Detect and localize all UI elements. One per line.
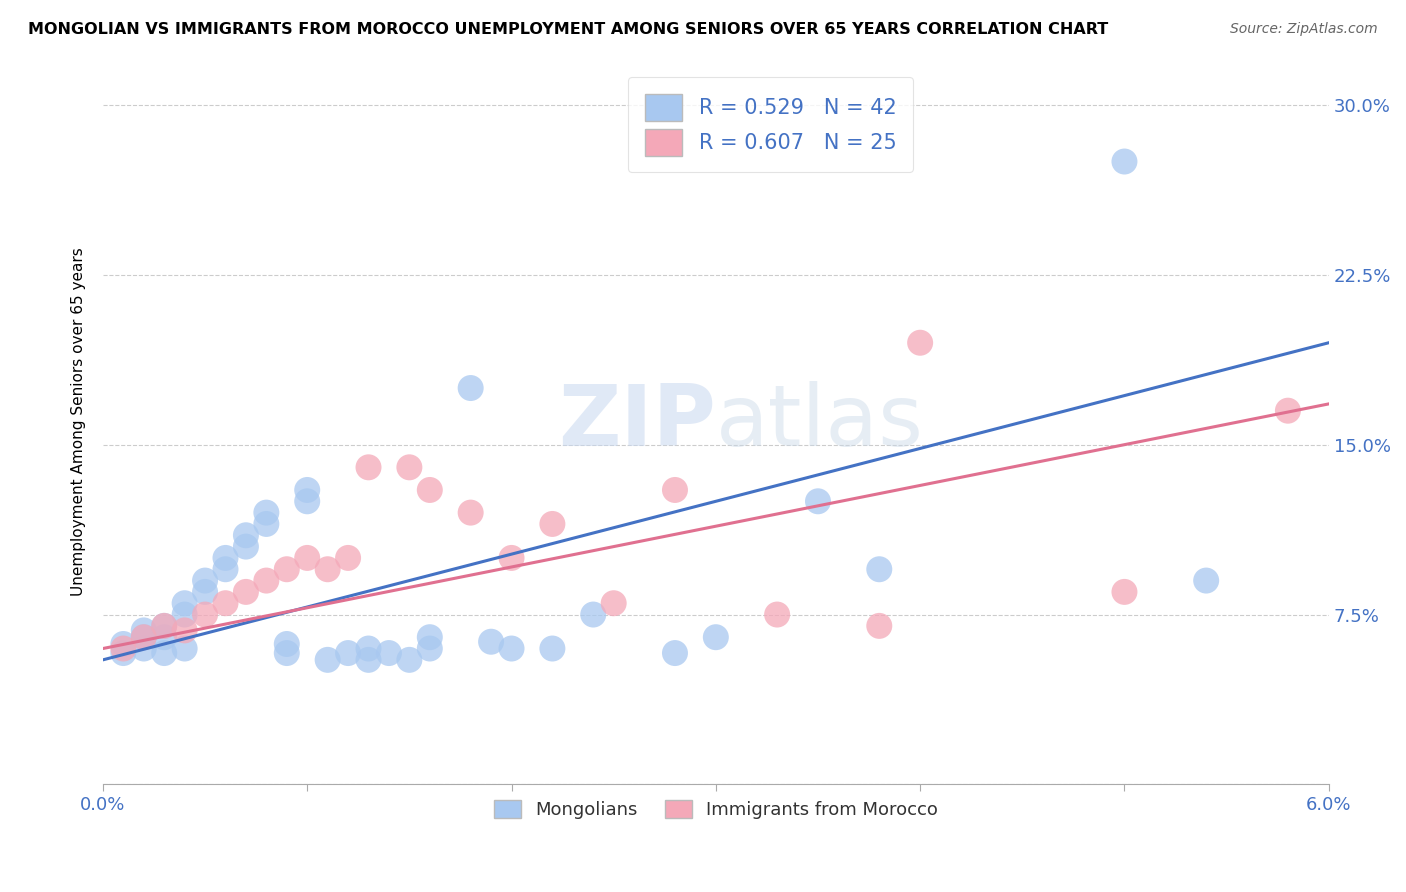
Point <box>173 596 195 610</box>
Point <box>297 550 319 565</box>
Point <box>460 506 482 520</box>
Point <box>479 634 502 648</box>
Point <box>868 619 890 633</box>
Point <box>316 562 339 576</box>
Point <box>357 460 380 475</box>
Point <box>132 630 155 644</box>
Text: ZIP: ZIP <box>558 381 716 464</box>
Point <box>194 607 217 622</box>
Point <box>297 494 319 508</box>
Point <box>908 335 931 350</box>
Point <box>766 607 789 622</box>
Point <box>501 641 523 656</box>
Point <box>398 653 420 667</box>
Point <box>173 641 195 656</box>
Point <box>501 550 523 565</box>
Point <box>297 483 319 497</box>
Point <box>214 562 236 576</box>
Point <box>153 630 176 644</box>
Point <box>664 483 686 497</box>
Point <box>602 596 624 610</box>
Point <box>112 637 135 651</box>
Point <box>276 562 298 576</box>
Point <box>460 381 482 395</box>
Point <box>1195 574 1218 588</box>
Point <box>357 641 380 656</box>
Point <box>235 540 257 554</box>
Point <box>276 637 298 651</box>
Point <box>194 574 217 588</box>
Point <box>235 585 257 599</box>
Point <box>316 653 339 667</box>
Point <box>337 646 360 660</box>
Point <box>132 624 155 638</box>
Point <box>419 641 441 656</box>
Point <box>254 506 277 520</box>
Point <box>112 646 135 660</box>
Point <box>214 550 236 565</box>
Point <box>357 653 380 667</box>
Point <box>868 562 890 576</box>
Point <box>419 630 441 644</box>
Point <box>235 528 257 542</box>
Point <box>276 646 298 660</box>
Text: MONGOLIAN VS IMMIGRANTS FROM MOROCCO UNEMPLOYMENT AMONG SENIORS OVER 65 YEARS CO: MONGOLIAN VS IMMIGRANTS FROM MOROCCO UNE… <box>28 22 1108 37</box>
Point <box>1114 585 1136 599</box>
Point <box>254 574 277 588</box>
Point <box>582 607 605 622</box>
Point <box>173 624 195 638</box>
Point <box>173 607 195 622</box>
Point <box>807 494 830 508</box>
Point <box>378 646 401 660</box>
Point <box>214 596 236 610</box>
Point <box>1114 154 1136 169</box>
Point <box>419 483 441 497</box>
Point <box>132 630 155 644</box>
Point <box>541 641 564 656</box>
Legend: Mongolians, Immigrants from Morocco: Mongolians, Immigrants from Morocco <box>486 792 945 826</box>
Point <box>664 646 686 660</box>
Point <box>132 641 155 656</box>
Point <box>153 646 176 660</box>
Point <box>153 619 176 633</box>
Point <box>541 516 564 531</box>
Point <box>254 516 277 531</box>
Point <box>1277 403 1299 417</box>
Point <box>112 641 135 656</box>
Point <box>337 550 360 565</box>
Point <box>398 460 420 475</box>
Point <box>153 619 176 633</box>
Y-axis label: Unemployment Among Seniors over 65 years: Unemployment Among Seniors over 65 years <box>72 248 86 597</box>
Text: atlas: atlas <box>716 381 924 464</box>
Point <box>704 630 727 644</box>
Point <box>194 585 217 599</box>
Text: Source: ZipAtlas.com: Source: ZipAtlas.com <box>1230 22 1378 37</box>
